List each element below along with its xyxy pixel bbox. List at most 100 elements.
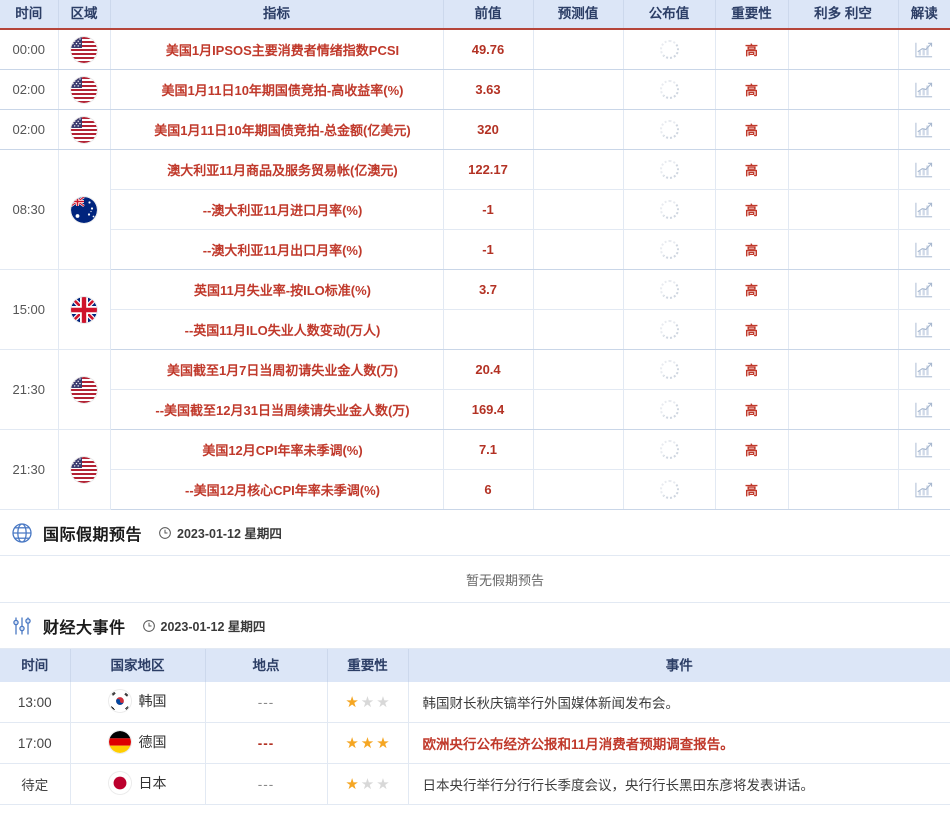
cell-indicator[interactable]: --美国截至12月31日当周续请失业金人数(万) [110, 389, 444, 430]
chart-icon[interactable] [914, 401, 934, 419]
us-flag-icon [71, 456, 97, 483]
calendar-row[interactable]: --澳大利亚11月出口月率(%) -1 高 [0, 229, 950, 270]
events-section-title: 财经大事件 [43, 619, 126, 637]
calendar-row[interactable]: --英国11月ILO失业人数变动(万人) 高 [0, 309, 950, 350]
cell-importance: 高 [715, 269, 789, 310]
event-row[interactable]: 待定 日本 --- ★ ★ ★ 日本央行举行分行行长季度会议，央行行长黑田东彦将发表讲话。 [0, 763, 950, 805]
cell-analysis[interactable] [898, 229, 950, 270]
importance-stars: ★ ★ ★ [345, 777, 389, 792]
chart-icon[interactable] [914, 441, 934, 459]
events-body: 13:00 韩国 --- ★ ★ ★ 韩国财长秋庆镐举行外国媒体新闻发布会。 17:00 德国 -… [0, 682, 950, 805]
cell-analysis[interactable] [898, 469, 950, 510]
cell-indicator[interactable]: 美国12月CPI年率未季调(%) [110, 429, 444, 470]
calendar-row[interactable]: --美国截至12月31日当周续请失业金人数(万) 169.4 高 [0, 389, 950, 430]
loading-spinner-icon [659, 40, 679, 59]
clock-icon [142, 619, 156, 633]
calendar-row[interactable]: 00:00 美国1月IPSOS主要消费者情绪指数PCSI 49.76 高 [0, 29, 950, 70]
calendar-row[interactable]: 08:30 澳大利亚11月商品及服务贸易帐(亿澳元) 122.17 高 [0, 149, 950, 270]
cell-bullish-bearish [788, 269, 899, 310]
event-cell-description[interactable]: 韩国财长秋庆镐举行外国媒体新闻发布会。 [408, 682, 950, 723]
cell-region [58, 69, 111, 110]
cell-analysis[interactable] [898, 149, 950, 190]
chart-icon[interactable] [914, 121, 934, 139]
cell-bullish-bearish [788, 229, 899, 270]
event-row[interactable]: 17:00 德国 --- ★ ★ ★ 欧洲央行公布经济公报和11月消费者预期调查报告。 [0, 722, 950, 764]
calendar-row[interactable]: 21:30 美国截至1月7日当周初请失业金人数(万) 20.4 高 [0, 349, 950, 430]
chart-icon[interactable] [914, 481, 934, 499]
event-cell-description[interactable]: 日本央行举行分行行长季度会议，央行行长黑田东彦将发表讲话。 [408, 763, 950, 805]
cell-indicator[interactable]: --澳大利亚11月出口月率(%) [110, 229, 444, 270]
calendar-row[interactable]: 02:00 美国1月11日10年期国债竞拍-高收益率(%) 3.63 高 [0, 69, 950, 110]
cell-published-value [623, 29, 716, 70]
loading-spinner-icon [659, 160, 679, 179]
chart-icon[interactable] [914, 361, 934, 379]
cell-indicator[interactable]: 澳大利亚11月商品及服务贸易帐(亿澳元) [110, 149, 444, 190]
cell-analysis[interactable] [898, 429, 950, 470]
chart-icon[interactable] [914, 241, 934, 259]
event-row[interactable]: 13:00 韩国 --- ★ ★ ★ 韩国财长秋庆镐举行外国媒体新闻发布会。 [0, 682, 950, 723]
col-header-forecast: 预测值 [533, 0, 624, 30]
cell-indicator[interactable]: 美国1月11日10年期国债竞拍-总金额(亿美元) [110, 109, 444, 150]
cell-forecast-value [533, 189, 624, 230]
ev-col-header-country: 国家地区 [70, 649, 206, 682]
col-header-time: 时间 [0, 0, 59, 30]
country-name: 韩国 [138, 692, 167, 709]
financial-events-table: 时间 国家地区 地点 重要性 事件 13:00 韩国 --- ★ ★ ★ 韩国财长秋庆镐举行… [0, 649, 950, 805]
cell-indicator[interactable]: --英国11月ILO失业人数变动(万人) [110, 309, 444, 350]
cell-bullish-bearish [788, 349, 899, 390]
cell-analysis[interactable] [898, 349, 950, 390]
event-cell-importance: ★ ★ ★ [327, 682, 409, 723]
cell-analysis[interactable] [898, 69, 950, 110]
cell-published-value [623, 469, 716, 510]
cell-indicator[interactable]: 美国截至1月7日当周初请失业金人数(万) [110, 349, 444, 390]
star-icon: ★ [376, 734, 390, 752]
chart-icon[interactable] [914, 321, 934, 339]
holiday-section-header: 国际假期预告 2023-01-12 星期四 [0, 510, 950, 556]
cell-analysis[interactable] [898, 109, 950, 150]
calendar-row[interactable]: --澳大利亚11月进口月率(%) -1 高 [0, 189, 950, 230]
cell-analysis[interactable] [898, 269, 950, 310]
chart-icon[interactable] [914, 161, 934, 179]
star-icon: ★ [360, 775, 375, 793]
calendar-header-row: 时间 区域 指标 前值 预测值 公布值 重要性 利多 利空 解读 [0, 0, 950, 30]
col-header-importance: 重要性 [715, 0, 789, 30]
calendar-row[interactable]: --美国12月核心CPI年率未季调(%) 6 高 [0, 469, 950, 510]
cell-bullish-bearish [788, 149, 899, 190]
calendar-row[interactable]: 15:00 英国11月失业率-按ILO标准(%) 3.7 高 [0, 269, 950, 350]
cell-indicator[interactable]: 美国1月IPSOS主要消费者情绪指数PCSI [110, 29, 444, 70]
cell-analysis[interactable] [898, 29, 950, 70]
chart-icon[interactable] [914, 281, 934, 299]
calendar-row[interactable]: 02:00 美国1月11日10年期国债竞拍-总金额(亿美元) 320 高 [0, 109, 950, 150]
col-header-region: 区域 [58, 0, 111, 30]
cell-importance: 高 [715, 29, 789, 70]
us-flag-icon [71, 76, 97, 103]
chart-icon[interactable] [914, 41, 934, 59]
us-flag-icon [71, 376, 97, 403]
clock-icon [158, 526, 172, 540]
cell-previous-value: 3.63 [443, 69, 534, 110]
cell-analysis[interactable] [898, 389, 950, 430]
jp-flag-icon [108, 771, 131, 794]
cell-indicator[interactable]: 英国11月失业率-按ILO标准(%) [110, 269, 444, 310]
cell-published-value [623, 349, 716, 390]
cell-bullish-bearish [788, 389, 899, 430]
cell-analysis[interactable] [898, 189, 950, 230]
globe-icon [10, 521, 34, 545]
cell-analysis[interactable] [898, 309, 950, 350]
cell-previous-value: 3.7 [443, 269, 534, 310]
cell-indicator[interactable]: --美国12月核心CPI年率未季调(%) [110, 469, 444, 510]
event-cell-description[interactable]: 欧洲央行公布经济公报和11月消费者预期调查报告。 [408, 722, 950, 764]
loading-spinner-icon [659, 80, 679, 99]
chart-icon[interactable] [914, 81, 934, 99]
calendar-row[interactable]: 21:30 美国12月CPI年率未季调(%) 7.1 高 [0, 429, 950, 510]
chart-icon[interactable] [914, 201, 934, 219]
cell-time: 00:00 [0, 29, 59, 70]
cell-indicator[interactable]: --澳大利亚11月进口月率(%) [110, 189, 444, 230]
cell-previous-value: 49.76 [443, 29, 534, 70]
cell-forecast-value [533, 389, 624, 430]
cell-indicator[interactable]: 美国1月11日10年期国债竞拍-高收益率(%) [110, 69, 444, 110]
cell-time: 08:30 [0, 149, 59, 270]
cell-forecast-value [533, 469, 624, 510]
cell-forecast-value [533, 149, 624, 190]
